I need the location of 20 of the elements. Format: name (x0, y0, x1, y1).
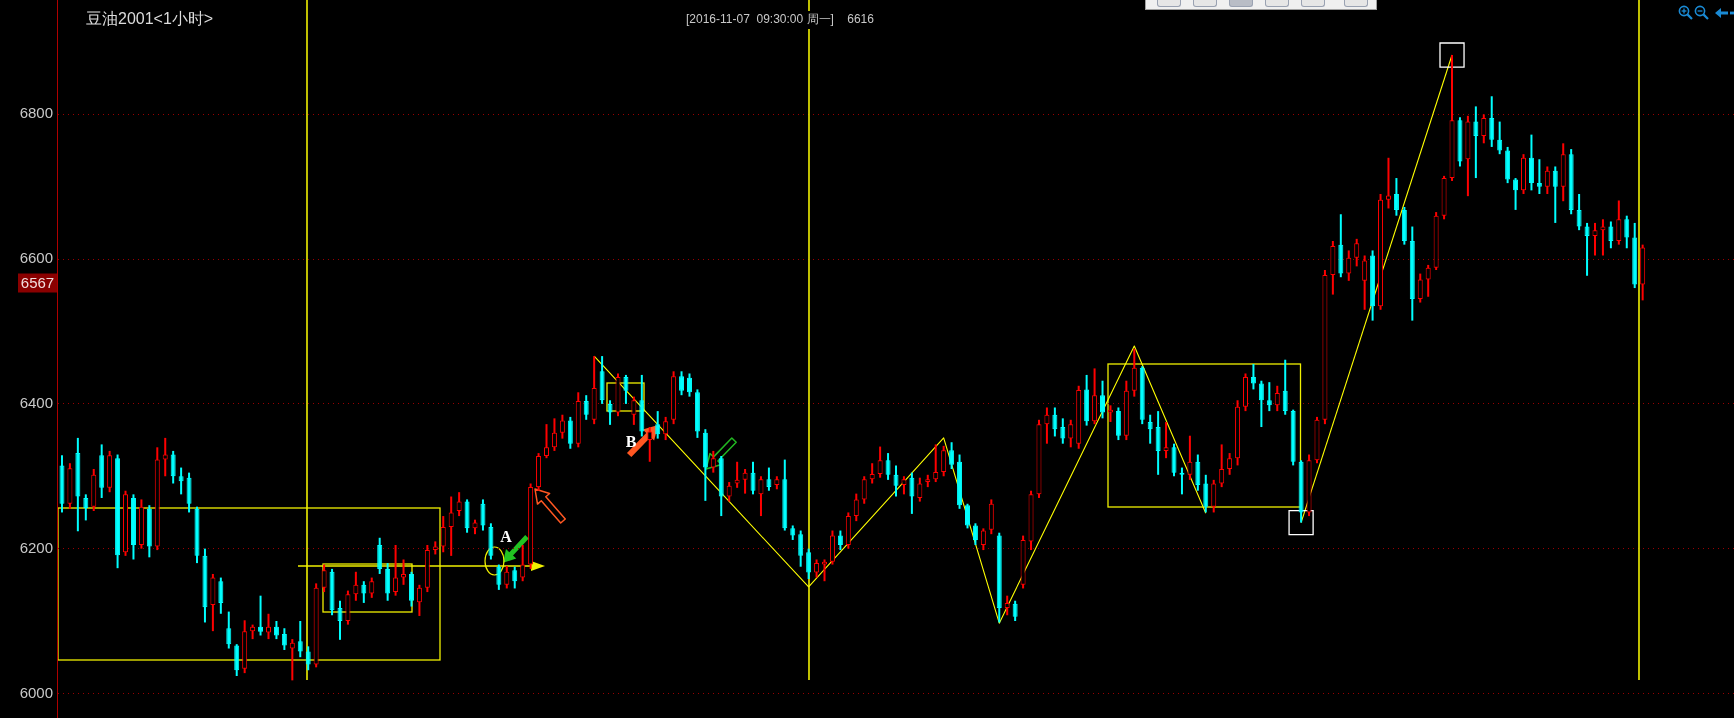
candlestick (265, 613, 271, 640)
y-tick-label: 6400 (19, 394, 53, 412)
candlestick (964, 503, 970, 529)
candlestick (1536, 159, 1542, 194)
candlestick (1100, 380, 1106, 419)
candlestick (822, 559, 828, 582)
annotation: B (625, 433, 637, 451)
text: [2016-11-07 09:30:00 周一] 6616 (686, 12, 875, 27)
annotation: 6567 (20, 273, 55, 291)
candlestick (123, 490, 129, 556)
candlestick (544, 424, 549, 459)
annotation: A (500, 528, 513, 546)
candlestick (1521, 154, 1527, 194)
y-tick-label: 6000 (19, 683, 53, 701)
y-tick-label: 6200 (19, 538, 53, 556)
y-tick-label: 6600 (19, 249, 53, 267)
y-tick-label: 6800 (19, 104, 53, 122)
candlestick (686, 373, 692, 397)
candlestick (1243, 373, 1248, 412)
text: 豆油2001<1小时> (86, 10, 214, 28)
